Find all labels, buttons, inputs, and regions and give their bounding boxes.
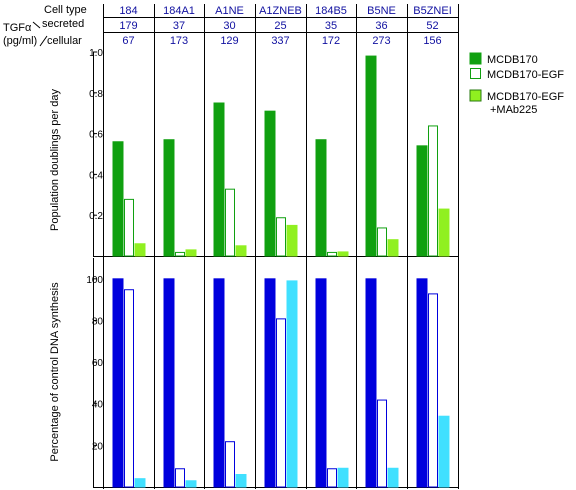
legend-label-egf: MCDB170-EGF	[487, 69, 564, 81]
growth-bar-egf	[428, 125, 438, 257]
dna-bar-mab225	[185, 480, 197, 488]
growth-bar-mab225	[134, 243, 146, 257]
header-cellular-value: 156	[423, 35, 441, 47]
header-cell-type: 184A1	[163, 5, 195, 17]
growth-bar-egf	[175, 251, 185, 257]
dna-bar-mab225	[387, 467, 399, 488]
dna-ytick-label: 20	[92, 441, 104, 452]
legend-label-mab225-line2: +MAb225	[490, 104, 537, 116]
growth-bar-mcdb170	[264, 110, 276, 257]
dna-bar-mcdb170	[213, 278, 225, 488]
header-cell-type: 184	[119, 5, 137, 17]
growth-ytick-label: 1.0	[89, 48, 103, 59]
growth-bar-mcdb170	[416, 145, 428, 257]
header-cellular-value: 273	[372, 35, 390, 47]
header-secreted-value: 35	[325, 20, 337, 32]
dna-ytick-label: 40	[92, 400, 104, 411]
header-tgf-label: TGFα	[3, 22, 32, 34]
header-secreted-value: 52	[426, 20, 438, 32]
growth-ytick-label: 0.6	[89, 130, 103, 141]
header-cell-type: B5NE	[367, 5, 396, 17]
header-secreted-value: 30	[223, 20, 235, 32]
header-cell-type-label: Cell type	[44, 4, 87, 16]
header-units-label: (pg/ml)	[3, 35, 37, 47]
growth-bar-mcdb170	[213, 102, 225, 257]
dna-bar-mcdb170	[365, 278, 377, 488]
growth-bar-mab225	[286, 224, 298, 257]
growth-bar-mab225	[387, 239, 399, 257]
growth-bar-mcdb170	[365, 55, 377, 257]
growth-bar-egf	[225, 188, 235, 257]
growth-panel: 0.2 0.4 0.6 0.8 1.0	[89, 48, 458, 257]
legend-swatch-mcdb170	[469, 52, 482, 65]
dna-bar-mcdb170	[416, 278, 428, 488]
growth-bar-egf	[327, 251, 337, 257]
growth-bar-mcdb170	[163, 139, 175, 257]
legend: MCDB170 MCDB170-EGF MCDB170-EGF +MAb225	[469, 52, 564, 116]
legend-swatch-egf	[470, 68, 481, 79]
dna-synthesis-panel: 20 40 60 80 100	[86, 258, 458, 488]
growth-bar-mcdb170	[315, 139, 327, 257]
header-slash-1	[32, 21, 41, 29]
header-cell-type: A1NE	[215, 5, 244, 17]
dna-bar-mab225	[438, 415, 450, 488]
dna-bar-mab225	[235, 474, 247, 488]
growth-ytick-label: 0.4	[89, 170, 103, 181]
legend-swatch-mab225	[469, 89, 482, 102]
growth-ytick-label: 0.2	[89, 211, 103, 222]
header-cellular-value: 173	[170, 35, 188, 47]
header-secreted-value: 25	[274, 20, 286, 32]
header-cellular-label: cellular	[47, 35, 82, 47]
header-secreted-value: 37	[173, 20, 185, 32]
dna-ylabel: Percentage of control DNA synthesis	[49, 282, 61, 462]
header-values: 184 179 67 184A1 37 173 A1NE 30 129 A1ZNEB 25 337 18…	[119, 5, 451, 47]
header-cell-type: A1ZNEB	[259, 5, 302, 17]
dna-bar-mcdb170	[315, 278, 327, 488]
header-cellular-value: 337	[271, 35, 289, 47]
dna-ytick-label: 60	[92, 358, 104, 369]
header-secreted-label: secreted	[42, 18, 84, 30]
dna-bar-mcdb170	[163, 278, 175, 488]
growth-ylabel: Population doublings per day	[49, 89, 61, 231]
growth-bar-mab225	[438, 208, 450, 257]
dna-bar-mab225	[286, 280, 298, 488]
dna-bar-egf	[175, 468, 185, 488]
header-cell-type: 184B5	[315, 5, 347, 17]
dna-bar-mab225	[337, 467, 349, 488]
growth-bar-mab225	[235, 245, 247, 257]
dna-bar-mcdb170	[112, 278, 124, 488]
dna-bar-egf	[225, 441, 235, 488]
growth-bar-egf	[377, 227, 387, 257]
growth-bar-mab225	[185, 249, 197, 257]
dna-bar-egf	[276, 318, 286, 488]
dna-bar-egf	[124, 289, 134, 488]
header-grid	[103, 4, 459, 489]
dna-bar-egf	[327, 468, 337, 488]
header-cellular-value: 172	[322, 35, 340, 47]
header-secreted-value: 36	[375, 20, 387, 32]
growth-ytick-label: 0.8	[89, 89, 103, 100]
header-cellular-value: 129	[220, 35, 238, 47]
dna-bar-egf	[377, 399, 387, 488]
dna-ytick-label: 80	[92, 316, 104, 327]
header-cellular-value: 67	[122, 35, 134, 47]
header-slash-2	[39, 35, 48, 47]
legend-label-mcdb170: MCDB170	[487, 54, 538, 66]
header-cell-type: B5ZNEI	[413, 5, 452, 17]
dna-ytick-label: 100	[86, 275, 103, 286]
dna-bar-mab225	[134, 478, 146, 488]
dna-bar-egf	[428, 293, 438, 488]
dna-bar-mcdb170	[264, 278, 276, 488]
growth-bar-egf	[276, 217, 286, 257]
growth-bar-mcdb170	[112, 141, 124, 257]
growth-bar-mab225	[337, 251, 349, 257]
growth-bar-egf	[124, 198, 134, 257]
legend-label-mab225: MCDB170-EGF	[487, 91, 564, 103]
header-secreted-value: 179	[119, 20, 137, 32]
